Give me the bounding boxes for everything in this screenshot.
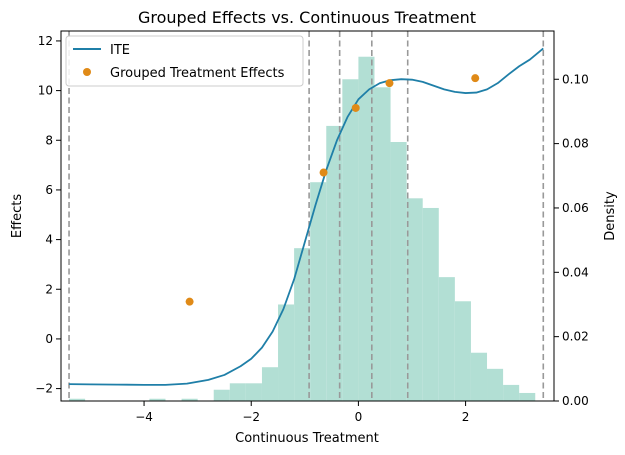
y-tick-label-2: 2 — [45, 282, 53, 296]
y-tick-label-4: 6 — [45, 183, 53, 197]
hist-bar-8 — [294, 248, 311, 401]
y-axis-right: 0.00 0.02 0.04 0.06 0.08 0.10 — [554, 72, 589, 408]
chart-title: Grouped Effects vs. Continuous Treatment — [138, 8, 476, 27]
y-tick-label-7: 12 — [38, 34, 53, 48]
hist-bar-19 — [470, 352, 488, 401]
hist-bar-20 — [487, 368, 504, 401]
hist-bar-5 — [245, 383, 262, 401]
x-tick-label-1: −2 — [242, 410, 260, 424]
y-axis-label: Effects — [10, 194, 25, 238]
hist-bar-7 — [278, 304, 295, 401]
legend-box — [65, 35, 304, 87]
hist-bar-0 — [69, 398, 86, 401]
y-tick-label-1: 0 — [45, 332, 53, 346]
y2-tick-label-5: 0.10 — [562, 72, 589, 86]
grouped-effect-point-2 — [351, 103, 360, 112]
hist-bar-15 — [406, 198, 423, 401]
y2-tick-label-3: 0.06 — [562, 201, 589, 215]
y-tick-label-3: 4 — [45, 233, 53, 247]
y-tick-label-6: 10 — [38, 84, 53, 98]
histogram — [69, 56, 536, 402]
hist-bar-6 — [261, 367, 279, 401]
ite-curve — [69, 47, 544, 386]
grouped-effect-point-0 — [185, 297, 194, 306]
hist-bar-22 — [519, 392, 536, 401]
hist-bar-11 — [342, 79, 359, 402]
hist-bar-4 — [229, 383, 246, 401]
hist-bar-2 — [181, 398, 198, 401]
hist-bar-10 — [326, 125, 343, 402]
legend-grouped-effects-swatch — [83, 68, 91, 76]
legend: ITE Grouped Treatment Effects — [65, 35, 304, 87]
legend-ite-label: ITE — [110, 43, 130, 58]
x-tick-label-3: 2 — [462, 410, 470, 424]
hist-bar-16 — [422, 207, 439, 401]
hist-bar-21 — [503, 384, 520, 401]
grouped-effect-point-3 — [385, 79, 394, 88]
y2-tick-label-1: 0.02 — [562, 330, 589, 344]
y2-tick-label-4: 0.08 — [562, 137, 589, 151]
y-tick-label-5: 8 — [45, 133, 53, 147]
x-axis: −4 −2 0 2 — [135, 401, 469, 424]
hist-bar-12 — [358, 56, 375, 401]
y2-axis-label: Density — [603, 191, 618, 241]
grouped-effects-points — [185, 74, 480, 306]
group-boundary-lines — [68, 31, 545, 401]
x-tick-label-2: 0 — [355, 410, 363, 424]
y2-tick-label-0: 0.00 — [562, 394, 589, 408]
y-tick-label-0: −2 — [35, 382, 53, 396]
y2-tick-label-2: 0.04 — [562, 265, 589, 279]
grouped-effect-point-4 — [471, 74, 480, 83]
x-tick-label-0: −4 — [135, 410, 153, 424]
grouped-effect-point-1 — [319, 168, 328, 177]
legend-grouped-effects-label: Grouped Treatment Effects — [110, 66, 285, 81]
y-axis-left: −2 0 2 4 6 8 10 12 — [35, 34, 61, 396]
hist-bar-13 — [374, 87, 391, 401]
hist-bar-1 — [149, 398, 166, 401]
hist-bar-14 — [390, 142, 407, 401]
x-axis-label: Continuous Treatment — [235, 431, 379, 446]
hist-bar-17 — [438, 277, 455, 401]
hist-bar-9 — [310, 182, 327, 401]
hist-bar-3 — [213, 389, 230, 401]
plot-frame — [60, 30, 555, 402]
hist-bar-18 — [454, 301, 471, 401]
ite-curve-layer — [69, 47, 544, 386]
